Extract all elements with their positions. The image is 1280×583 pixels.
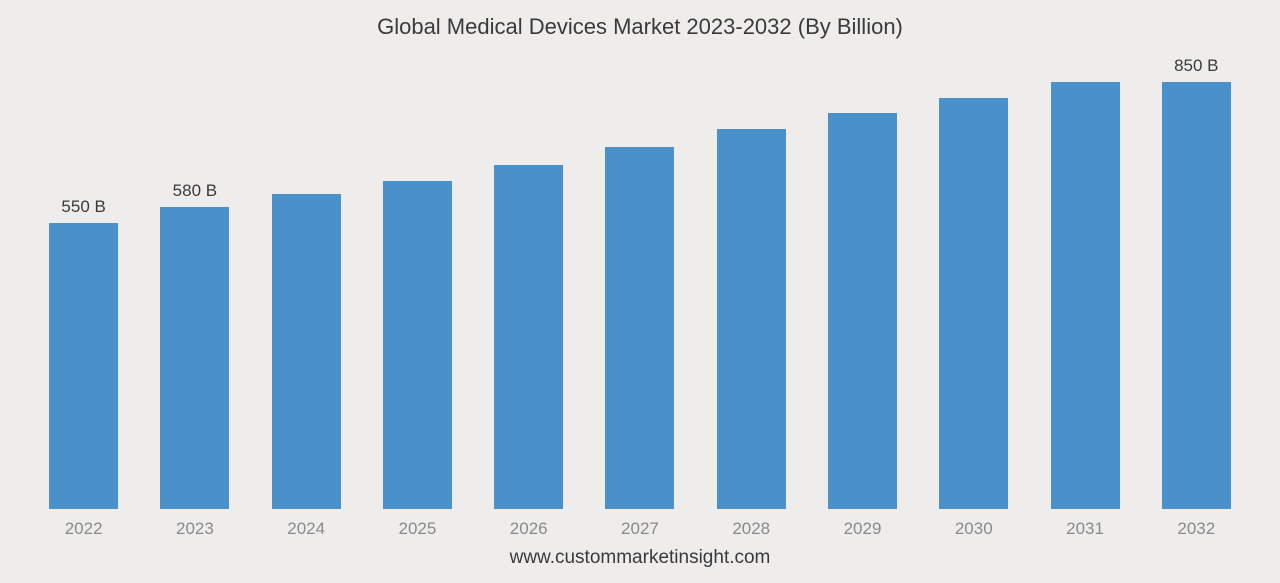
x-axis-tick: 2029 [807, 519, 918, 539]
bar-group: 580 B [139, 56, 250, 509]
x-axis: 2022202320242025202620272028202920302031… [0, 509, 1280, 545]
bar-group [696, 56, 807, 509]
bar-inner [160, 207, 229, 509]
x-axis-tick: 2030 [918, 519, 1029, 539]
x-axis-tick: 2031 [1029, 519, 1140, 539]
x-axis-tick: 2027 [584, 519, 695, 539]
bar [1141, 82, 1252, 509]
bar [807, 113, 918, 509]
bar [696, 129, 807, 509]
x-axis-tick: 2026 [473, 519, 584, 539]
bar-inner [717, 129, 786, 509]
x-axis-tick: 2032 [1141, 519, 1252, 539]
bar-group [251, 56, 362, 509]
bar-inner [49, 223, 118, 509]
bar-group [584, 56, 695, 509]
bar-inner [1162, 82, 1231, 509]
bar [139, 207, 250, 509]
bar-group [918, 56, 1029, 509]
x-axis-tick: 2025 [362, 519, 473, 539]
bar-inner [1051, 82, 1120, 509]
bar-inner [828, 113, 897, 509]
plot-area: 550 B 580 B 850 B [0, 46, 1280, 509]
x-axis-tick: 2023 [139, 519, 250, 539]
bar-value-label: 580 B [173, 181, 217, 201]
chart-container: Global Medical Devices Market 2023-2032 … [0, 0, 1280, 583]
bar-value-label: 850 B [1174, 56, 1218, 76]
bar-group: 550 B [28, 56, 139, 509]
bar-inner [383, 181, 452, 509]
bar [918, 98, 1029, 509]
bar-inner [605, 147, 674, 509]
bar [28, 223, 139, 509]
bar-group [807, 56, 918, 509]
bar-group: 850 B [1141, 56, 1252, 509]
bar-inner [272, 194, 341, 509]
footer-text: www.custommarketinsight.com [0, 545, 1280, 583]
x-axis-tick: 2028 [696, 519, 807, 539]
bar-group [362, 56, 473, 509]
x-axis-tick: 2024 [251, 519, 362, 539]
x-axis-tick: 2022 [28, 519, 139, 539]
bar [584, 147, 695, 509]
chart-title: Global Medical Devices Market 2023-2032 … [0, 0, 1280, 46]
bar-inner [494, 165, 563, 509]
bar [362, 181, 473, 509]
bar [1029, 82, 1140, 509]
bar [473, 165, 584, 509]
bar-group [473, 56, 584, 509]
bar-inner [939, 98, 1008, 509]
bar-group [1029, 56, 1140, 509]
bar-value-label: 550 B [61, 197, 105, 217]
bar [251, 194, 362, 509]
